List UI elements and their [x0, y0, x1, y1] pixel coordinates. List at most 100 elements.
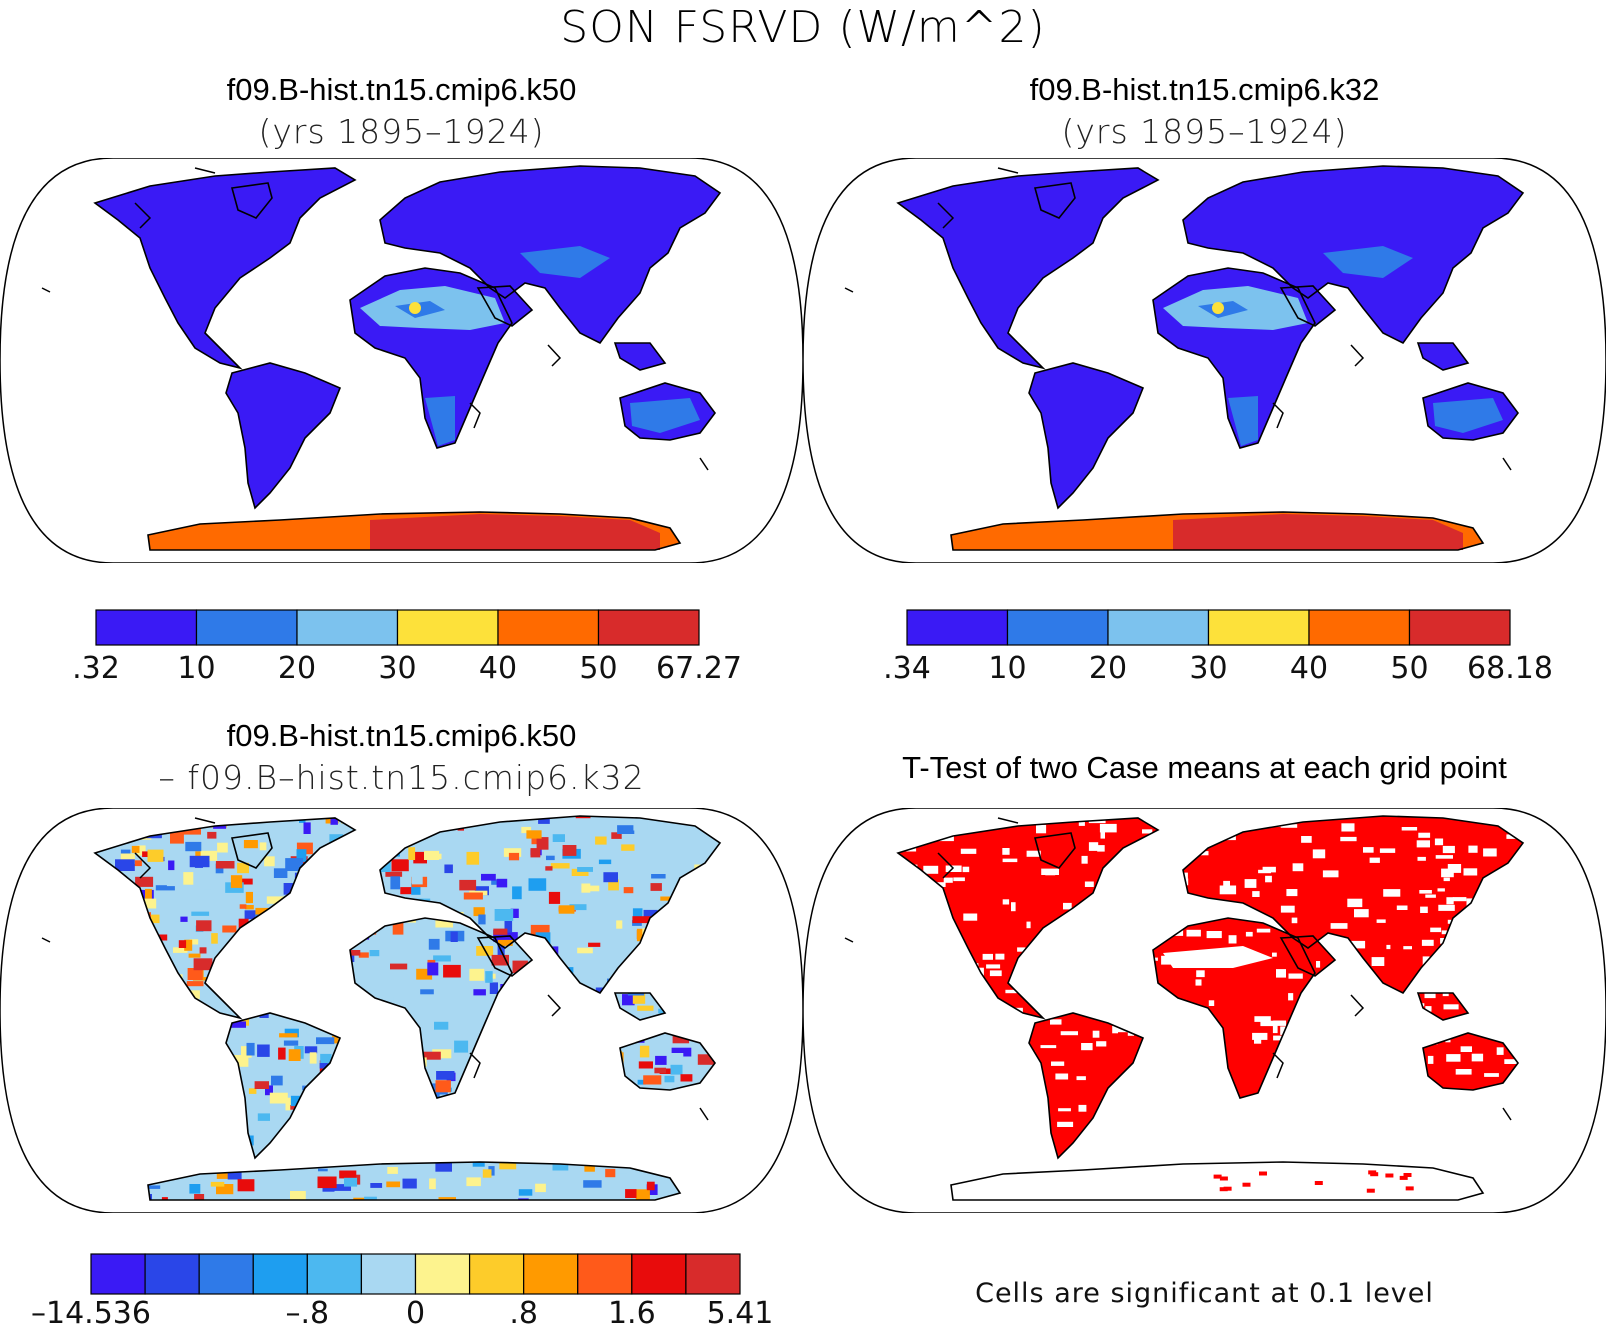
- panel-1-subtitle: (yrs 1895–1924): [258, 112, 545, 151]
- coastline-australia: [619, 382, 716, 441]
- difference-cell: [39, 1211, 45, 1213]
- difference-cell: [510, 908, 519, 918]
- difference-cell: [427, 876, 447, 885]
- difference-cell: [603, 872, 618, 883]
- non-significant-cell: [1443, 877, 1450, 882]
- difference-cell: [463, 892, 483, 900]
- colorbar-tick-label: –14.536: [31, 1296, 151, 1327]
- difference-cell: [50, 1200, 61, 1208]
- difference-cell: [767, 812, 776, 819]
- difference-cell: [435, 1080, 451, 1093]
- non-significant-cell: [1425, 894, 1436, 898]
- difference-cell: [553, 822, 566, 834]
- colorbar-tick-label: 10: [177, 651, 215, 685]
- difference-cell: [390, 963, 408, 970]
- non-significant-cell: [1280, 1026, 1288, 1035]
- difference-cell: [148, 914, 160, 924]
- difference-cell: [5, 1162, 14, 1171]
- difference-cell: [651, 874, 666, 879]
- colorbar-swatch: [90, 1253, 146, 1295]
- difference-cell: [184, 939, 193, 951]
- panel-4-footnote: Cells are significant at 0.1 level: [975, 1278, 1434, 1309]
- difference-cell: [637, 1005, 654, 1011]
- non-significant-cell: [1422, 956, 1430, 966]
- difference-cell: [622, 994, 635, 1006]
- land-namerica: [898, 168, 1158, 368]
- coastline-island: [134, 202, 152, 229]
- difference-cell: [215, 861, 235, 869]
- difference-cell: [284, 1028, 299, 1038]
- difference-cell: [147, 849, 164, 862]
- difference-cell: [535, 1183, 546, 1193]
- difference-cell: [655, 1055, 667, 1065]
- colorbar-tick-label: .32: [72, 651, 120, 685]
- non-significant-cell: [1340, 836, 1357, 842]
- difference-cell: [482, 1169, 492, 1178]
- non-significant-cell: [1262, 866, 1276, 873]
- non-significant-cell: [1256, 928, 1271, 933]
- difference-cell: [552, 834, 565, 842]
- difference-cell: [244, 905, 254, 910]
- difference-cell: [671, 1047, 692, 1057]
- non-significant-cell: [1443, 1004, 1459, 1010]
- colorbar-swatch: [252, 1253, 308, 1295]
- difference-cell: [135, 876, 154, 887]
- colorbar-swatch: [95, 609, 198, 646]
- coastline-island: [1502, 457, 1512, 471]
- difference-cell: [545, 866, 553, 871]
- difference-cell: [241, 1046, 252, 1058]
- difference-cell: [757, 1207, 767, 1213]
- difference-cell: [481, 873, 496, 881]
- non-significant-cell: [1583, 838, 1592, 845]
- colorbar-swatch: [468, 1253, 525, 1295]
- map-border: [803, 158, 1606, 563]
- non-significant-cell: [1437, 888, 1445, 892]
- non-significant-cell: [1058, 1108, 1071, 1112]
- coastline-island: [1350, 994, 1365, 1017]
- difference-cell: [186, 981, 204, 987]
- difference-cell: [466, 1177, 481, 1187]
- non-significant-cell: [1097, 845, 1105, 852]
- difference-cell: [581, 883, 591, 893]
- difference-cell: [187, 968, 203, 980]
- difference-cell: [39, 1207, 55, 1213]
- difference-cell: [170, 831, 184, 844]
- antarctica-significant-cell: [1219, 1176, 1228, 1181]
- non-significant-cell: [1258, 869, 1271, 874]
- coastline-island: [547, 994, 562, 1017]
- difference-cell: [265, 1085, 273, 1096]
- difference-cell: [131, 845, 140, 853]
- difference-cell: [429, 1178, 436, 1190]
- panel-2-colorbar: .34 10 20 30 40 50 68.18: [883, 609, 1553, 685]
- difference-cell: [290, 1191, 306, 1200]
- non-significant-cell: [1096, 1041, 1107, 1047]
- difference-cell: [485, 971, 493, 983]
- difference-cell: [344, 1177, 358, 1187]
- coastline-seasia: [613, 992, 667, 1021]
- difference-cell: [196, 920, 212, 932]
- non-significant-cell: [1081, 855, 1088, 864]
- difference-cell: [146, 1183, 161, 1189]
- non-significant-cell: [1421, 939, 1434, 946]
- difference-cell: [528, 878, 547, 891]
- difference-cell: [400, 887, 412, 895]
- colorbar-tick-label: –.8: [286, 1296, 330, 1327]
- coastline-island: [41, 937, 51, 943]
- colorbar-tick-label: 40: [1290, 651, 1328, 685]
- non-significant-cell: [1438, 904, 1455, 911]
- difference-cell: [781, 1158, 793, 1167]
- colorbar-swatch: [198, 1253, 254, 1295]
- panel-1-title: f09.B-hist.tn15.cmip6.k50: [226, 72, 577, 107]
- non-significant-cell: [1078, 1104, 1087, 1112]
- difference-cell: [392, 923, 404, 935]
- difference-cell: [207, 831, 217, 839]
- coastline-island: [1502, 1107, 1512, 1121]
- coastline-island: [844, 937, 854, 943]
- coastline-seasia: [1416, 992, 1470, 1021]
- colorbar-swatch: [597, 609, 700, 646]
- difference-cell: [166, 878, 182, 887]
- coastline-antarctica: [147, 511, 682, 551]
- difference-cell: [598, 859, 612, 865]
- coastline-samerica: [1028, 362, 1145, 510]
- coastline-island: [937, 852, 955, 879]
